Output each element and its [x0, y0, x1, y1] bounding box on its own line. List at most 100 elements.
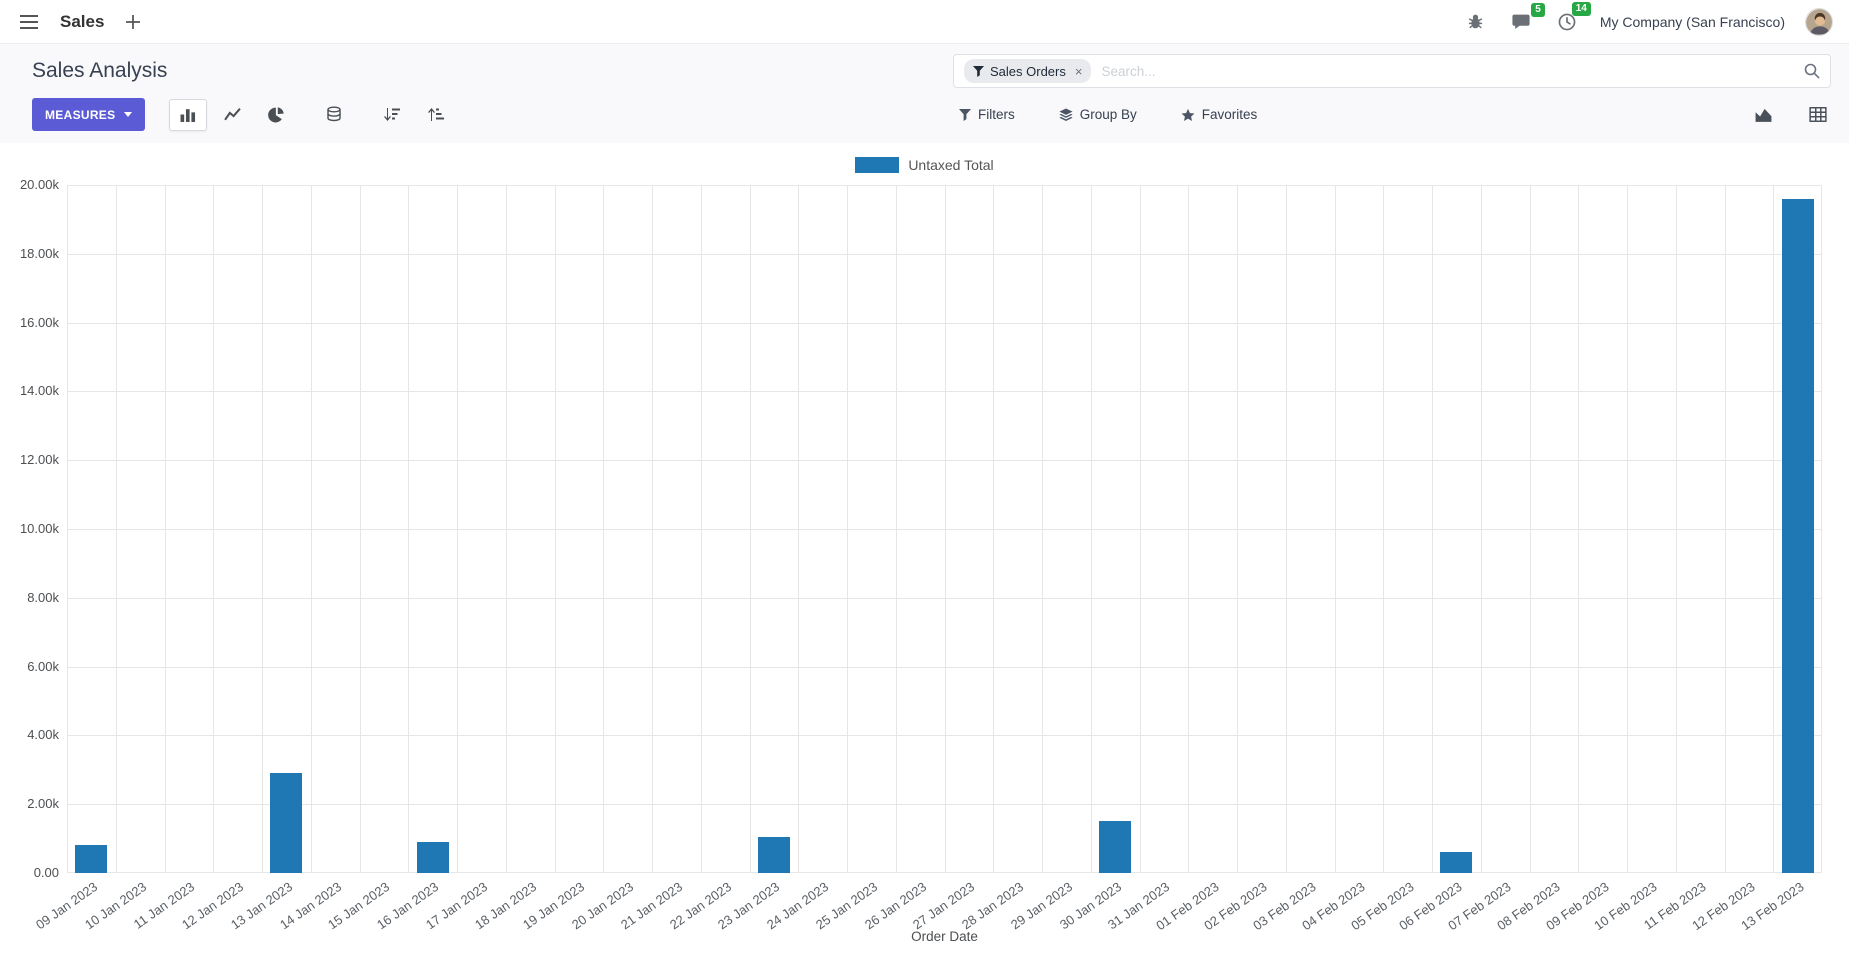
- activities-clock-icon[interactable]: 14: [1554, 1, 1591, 35]
- v-gridline: [701, 185, 702, 873]
- v-gridline: [67, 185, 68, 873]
- v-gridline: [1335, 185, 1336, 873]
- v-gridline: [116, 185, 117, 873]
- funnel-icon: [973, 65, 984, 77]
- y-axis-tick-label: 10.00k: [19, 521, 59, 536]
- chart-bar[interactable]: [1440, 852, 1472, 873]
- y-axis-tick-label: 14.00k: [19, 383, 59, 398]
- chart-bar[interactable]: [417, 842, 449, 873]
- chart-legend[interactable]: Untaxed Total: [0, 157, 1849, 173]
- v-gridline: [847, 185, 848, 873]
- favorites-button[interactable]: Favorites: [1175, 106, 1264, 123]
- search-facet-label: Sales Orders: [990, 63, 1066, 79]
- v-gridline: [896, 185, 897, 873]
- v-gridline: [408, 185, 409, 873]
- layers-icon: [1059, 107, 1073, 122]
- sort-asc-icon[interactable]: [417, 99, 455, 131]
- user-avatar[interactable]: [1805, 7, 1833, 36]
- v-gridline: [945, 185, 946, 873]
- view-switcher: [1750, 102, 1831, 127]
- search-facet-sales-orders[interactable]: Sales Orders ×: [964, 59, 1092, 83]
- h-gridline: [67, 254, 1822, 255]
- y-axis-tick-label: 16.00k: [19, 315, 59, 330]
- v-gridline: [1042, 185, 1043, 873]
- v-gridline: [311, 185, 312, 873]
- bar-chart-icon[interactable]: [169, 98, 208, 131]
- v-gridline: [165, 185, 166, 873]
- top-navbar: Sales 5 14 My Company (San Francisc: [0, 0, 1849, 44]
- v-gridline: [1578, 185, 1579, 873]
- chart-bar[interactable]: [1782, 199, 1814, 873]
- y-axis-tick-label: 8.00k: [27, 590, 59, 605]
- h-gridline: [67, 460, 1822, 461]
- v-gridline: [603, 185, 604, 873]
- legend-swatch: [855, 157, 900, 173]
- messages-icon[interactable]: 5: [1508, 2, 1545, 34]
- legend-label: Untaxed Total: [908, 157, 994, 173]
- group-by-button[interactable]: Group By: [1053, 106, 1143, 123]
- h-gridline: [67, 735, 1822, 736]
- v-gridline: [652, 185, 653, 873]
- measures-label: MEASURES: [45, 107, 116, 122]
- company-switcher[interactable]: My Company (San Francisco): [1599, 13, 1785, 30]
- pivot-view-icon[interactable]: [1805, 102, 1831, 127]
- messages-badge: 5: [1531, 2, 1545, 17]
- v-gridline: [555, 185, 556, 873]
- y-axis-tick-label: 20.00k: [19, 177, 59, 192]
- search-icon[interactable]: [1804, 63, 1820, 79]
- facet-remove-icon[interactable]: ×: [1074, 63, 1083, 79]
- v-gridline: [750, 185, 751, 873]
- h-gridline: [67, 391, 1822, 392]
- filters-label: Filters: [978, 107, 1015, 122]
- debug-bug-icon[interactable]: [1463, 9, 1488, 34]
- v-gridline: [1432, 185, 1433, 873]
- v-gridline: [798, 185, 799, 873]
- chart-bar[interactable]: [1099, 821, 1131, 873]
- chart-bar[interactable]: [270, 773, 302, 873]
- graph-view: Untaxed Total 0.00 2.00k 4.00k 6.00k 8.00k 10…: [0, 143, 1849, 944]
- star-icon: [1181, 108, 1195, 122]
- y-axis: 0.00 2.00k 4.00k 6.00k 8.00k 10.00k 12.00k 14.0…: [3, 177, 59, 880]
- search-options-group: Filters Group By: [953, 106, 1263, 123]
- activities-badge: 14: [1571, 1, 1591, 16]
- v-gridline: [1725, 185, 1726, 873]
- search-input[interactable]: [1099, 62, 1796, 80]
- v-gridline: [213, 185, 214, 873]
- y-axis-tick-label: 4.00k: [27, 727, 59, 742]
- y-axis-tick-label: 0.00: [33, 865, 59, 880]
- chart-bar[interactable]: [75, 845, 107, 873]
- plus-icon[interactable]: [122, 11, 144, 33]
- line-chart-icon[interactable]: [213, 99, 251, 131]
- h-gridline: [67, 529, 1822, 530]
- funnel-icon: [959, 108, 971, 121]
- y-axis-tick-label: 18.00k: [19, 246, 59, 261]
- x-axis-title: Order Date: [911, 929, 978, 944]
- app-name[interactable]: Sales: [60, 11, 105, 31]
- v-gridline: [993, 185, 994, 873]
- graph-view-icon[interactable]: [1750, 102, 1777, 127]
- measures-button[interactable]: MEASURES: [32, 98, 146, 131]
- favorites-label: Favorites: [1201, 107, 1258, 122]
- page-title: Sales Analysis: [32, 59, 168, 82]
- sort-desc-icon[interactable]: [373, 99, 411, 131]
- pie-chart-icon[interactable]: [257, 99, 295, 131]
- h-gridline: [67, 598, 1822, 599]
- v-gridline: [1530, 185, 1531, 873]
- filters-button[interactable]: Filters: [953, 106, 1021, 123]
- h-gridline: [67, 804, 1822, 805]
- v-gridline: [1237, 185, 1238, 873]
- y-axis-tick-label: 6.00k: [27, 659, 59, 674]
- h-gridline: [67, 667, 1822, 668]
- h-gridline: [67, 323, 1822, 324]
- v-gridline: [360, 185, 361, 873]
- v-gridline: [1627, 185, 1628, 873]
- v-gridline: [1773, 185, 1774, 873]
- v-gridline: [506, 185, 507, 873]
- v-gridline: [1091, 185, 1092, 873]
- search-bar[interactable]: Sales Orders ×: [953, 54, 1831, 88]
- chart-bar[interactable]: [758, 837, 790, 873]
- chart-type-group: [169, 98, 455, 131]
- v-gridline: [1140, 185, 1141, 873]
- stacked-database-icon[interactable]: [315, 99, 353, 131]
- menu-icon[interactable]: [16, 11, 42, 33]
